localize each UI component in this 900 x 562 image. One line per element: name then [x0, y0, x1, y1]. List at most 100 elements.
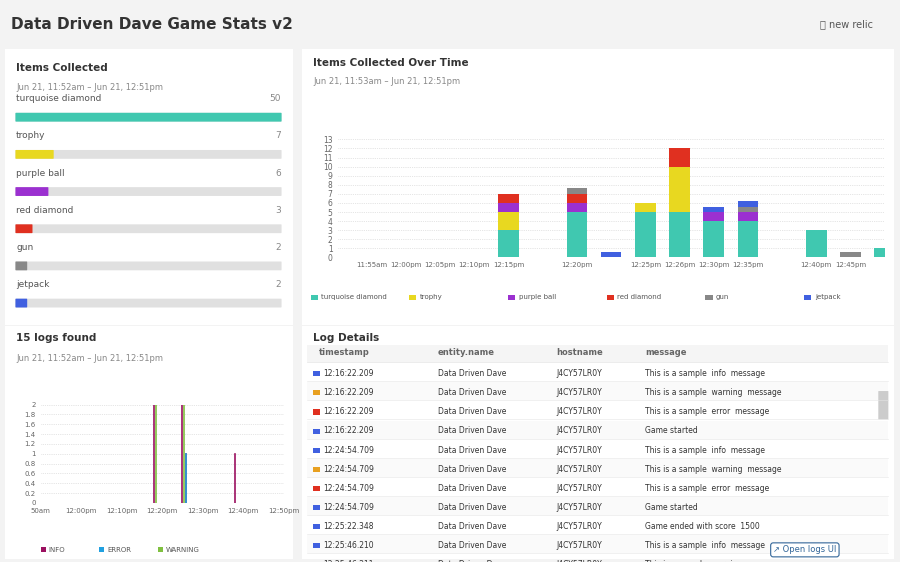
- FancyBboxPatch shape: [308, 420, 887, 438]
- FancyBboxPatch shape: [313, 410, 320, 415]
- Text: Data Driven Dave: Data Driven Dave: [437, 427, 506, 436]
- Bar: [875, 248, 895, 257]
- FancyBboxPatch shape: [308, 401, 887, 419]
- FancyBboxPatch shape: [15, 113, 282, 121]
- Text: J4CY57LR0Y: J4CY57LR0Y: [556, 541, 602, 550]
- FancyBboxPatch shape: [15, 150, 282, 159]
- FancyBboxPatch shape: [313, 524, 320, 529]
- Text: 12:24:54.709: 12:24:54.709: [323, 484, 373, 493]
- FancyBboxPatch shape: [15, 224, 282, 233]
- Text: Data Driven Dave: Data Driven Dave: [437, 446, 506, 455]
- Text: WARNING: WARNING: [166, 547, 200, 553]
- Text: 12:16:22.209: 12:16:22.209: [323, 388, 373, 397]
- FancyBboxPatch shape: [308, 555, 887, 562]
- Text: message: message: [645, 348, 687, 357]
- Text: purple ball: purple ball: [518, 294, 556, 300]
- Text: Data Driven Dave: Data Driven Dave: [437, 503, 506, 512]
- Text: Data Driven Dave: Data Driven Dave: [437, 388, 506, 397]
- Bar: [841, 252, 860, 257]
- Text: Jun 21, 11:52am – Jun 21, 12:51pm: Jun 21, 11:52am – Jun 21, 12:51pm: [16, 354, 163, 363]
- Text: 12:16:22.209: 12:16:22.209: [323, 369, 373, 378]
- Text: 7: 7: [275, 132, 281, 140]
- Text: 12:16:22.209: 12:16:22.209: [323, 407, 373, 416]
- FancyBboxPatch shape: [313, 467, 320, 472]
- FancyBboxPatch shape: [15, 261, 27, 270]
- FancyBboxPatch shape: [308, 516, 887, 534]
- Text: This is a sample  error  message: This is a sample error message: [645, 484, 770, 493]
- Text: 12:24:54.709: 12:24:54.709: [323, 503, 373, 512]
- Text: J4CY57LR0Y: J4CY57LR0Y: [556, 560, 602, 562]
- Text: 12:24:54.709: 12:24:54.709: [323, 465, 373, 474]
- FancyBboxPatch shape: [308, 478, 887, 496]
- Bar: [601, 252, 621, 257]
- Text: trophy: trophy: [420, 294, 443, 300]
- FancyBboxPatch shape: [15, 113, 282, 121]
- Text: trophy: trophy: [16, 132, 46, 140]
- Text: Data Driven Dave: Data Driven Dave: [437, 541, 506, 550]
- FancyBboxPatch shape: [15, 261, 282, 270]
- Text: Jun 21, 11:53am – Jun 21, 12:51pm: Jun 21, 11:53am – Jun 21, 12:51pm: [313, 77, 461, 86]
- Text: 15 logs found: 15 logs found: [16, 333, 96, 343]
- FancyBboxPatch shape: [308, 345, 887, 363]
- Text: hostname: hostname: [556, 348, 603, 357]
- FancyBboxPatch shape: [308, 440, 887, 457]
- Text: 2: 2: [275, 280, 281, 289]
- Text: red diamond: red diamond: [617, 294, 662, 300]
- Text: gun: gun: [16, 243, 33, 252]
- Text: INFO: INFO: [49, 547, 65, 553]
- Bar: [499, 212, 518, 230]
- Text: J4CY57LR0Y: J4CY57LR0Y: [556, 369, 602, 378]
- FancyBboxPatch shape: [313, 448, 320, 453]
- Text: Game ended with score  1500: Game ended with score 1500: [645, 522, 760, 531]
- Text: 12:16:22.209: 12:16:22.209: [323, 427, 373, 436]
- Text: jetpack: jetpack: [814, 294, 841, 300]
- FancyBboxPatch shape: [15, 224, 32, 233]
- Bar: [567, 188, 587, 194]
- Bar: [635, 212, 655, 257]
- Text: Data Driven Dave: Data Driven Dave: [437, 522, 506, 531]
- Text: Data Driven Dave: Data Driven Dave: [437, 369, 506, 378]
- Text: 12:24:54.709: 12:24:54.709: [323, 446, 373, 455]
- Text: purple ball: purple ball: [16, 169, 65, 178]
- Text: J4CY57LR0Y: J4CY57LR0Y: [556, 427, 602, 436]
- Text: red diamond: red diamond: [16, 206, 74, 215]
- Text: Data Driven Dave: Data Driven Dave: [437, 465, 506, 474]
- Text: 6: 6: [275, 169, 281, 178]
- FancyBboxPatch shape: [308, 363, 887, 381]
- Text: Data Driven Dave: Data Driven Dave: [437, 560, 506, 562]
- Bar: [704, 221, 724, 257]
- Text: timestamp: timestamp: [320, 348, 370, 357]
- FancyBboxPatch shape: [15, 187, 282, 196]
- Bar: [738, 201, 758, 207]
- Text: Data Driven Dave: Data Driven Dave: [437, 484, 506, 493]
- Text: J4CY57LR0Y: J4CY57LR0Y: [556, 446, 602, 455]
- Text: Data Driven Dave Game Stats v2: Data Driven Dave Game Stats v2: [11, 17, 292, 32]
- Text: Items Collected: Items Collected: [16, 64, 108, 73]
- Text: Jun 21, 11:52am – Jun 21, 12:51pm: Jun 21, 11:52am – Jun 21, 12:51pm: [16, 83, 163, 92]
- Bar: [704, 212, 724, 221]
- Text: 3: 3: [275, 206, 281, 215]
- Text: Game started: Game started: [645, 503, 698, 512]
- Bar: [499, 194, 518, 203]
- Text: This is a sample  warning  message: This is a sample warning message: [645, 560, 781, 562]
- FancyBboxPatch shape: [308, 536, 887, 554]
- Text: J4CY57LR0Y: J4CY57LR0Y: [556, 388, 602, 397]
- Text: J4CY57LR0Y: J4CY57LR0Y: [556, 465, 602, 474]
- Bar: [567, 212, 587, 257]
- Text: Data Driven Dave: Data Driven Dave: [437, 407, 506, 416]
- FancyBboxPatch shape: [308, 459, 887, 477]
- Text: J4CY57LR0Y: J4CY57LR0Y: [556, 484, 602, 493]
- Text: This is a sample  warning  message: This is a sample warning message: [645, 465, 781, 474]
- Text: J4CY57LR0Y: J4CY57LR0Y: [556, 503, 602, 512]
- Text: 12:25:22.348: 12:25:22.348: [323, 522, 373, 531]
- Bar: [670, 166, 689, 212]
- Bar: [738, 207, 758, 212]
- FancyBboxPatch shape: [313, 505, 320, 510]
- Text: 🔄 new relic: 🔄 new relic: [820, 20, 873, 29]
- Text: J4CY57LR0Y: J4CY57LR0Y: [556, 407, 602, 416]
- Text: turquoise diamond: turquoise diamond: [16, 94, 102, 103]
- FancyBboxPatch shape: [313, 543, 320, 549]
- FancyBboxPatch shape: [313, 429, 320, 434]
- Text: This is a sample  info  message: This is a sample info message: [645, 541, 765, 550]
- Text: Log Details: Log Details: [313, 333, 380, 343]
